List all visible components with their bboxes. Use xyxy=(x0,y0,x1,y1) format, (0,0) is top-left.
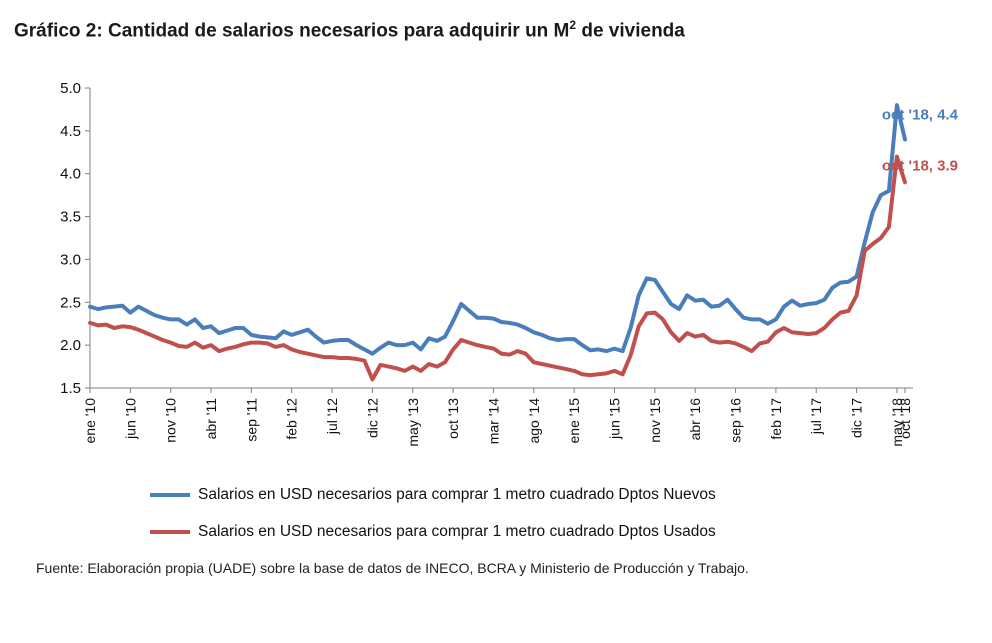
x-tick-label: sep '16 xyxy=(728,398,744,443)
x-tick-label: nov '15 xyxy=(647,398,663,443)
x-tick-label: feb '12 xyxy=(284,398,300,440)
x-tick-label: jul '17 xyxy=(808,398,824,435)
axes xyxy=(89,88,913,389)
annotation-usados: oct '18, 3.9 xyxy=(882,157,958,174)
legend-label-usados: Salarios en USD necesarios para comprar … xyxy=(198,523,716,540)
y-tick-label: 4.5 xyxy=(60,123,81,140)
x-tick-label: nov '10 xyxy=(163,398,179,443)
chart-title-superscript: 2 xyxy=(569,18,577,32)
y-tick-label: 2.0 xyxy=(60,337,81,354)
legend-swatch-usados xyxy=(150,530,190,534)
x-tick-label: sep '11 xyxy=(243,398,259,442)
y-tick-label: 1.5 xyxy=(60,380,81,397)
series-line-usados xyxy=(88,154,907,382)
x-tick-label: ago '14 xyxy=(526,398,542,444)
source-note: Fuente: Elaboración propia (UADE) sobre … xyxy=(36,560,749,576)
chart-title: Gráfico 2: Cantidad de salarios necesari… xyxy=(14,18,685,42)
x-tick-label: jun '15 xyxy=(607,398,623,440)
x-tick-label: ene '15 xyxy=(566,398,582,444)
y-tick-label: 5.0 xyxy=(60,80,81,97)
series-line-nuevos xyxy=(88,103,907,356)
y-tick-label: 4.0 xyxy=(60,166,81,183)
legend-swatch-nuevos xyxy=(150,493,190,497)
y-tick-label: 2.5 xyxy=(60,294,81,311)
x-tick-label: oct '13 xyxy=(445,398,461,439)
legend-item-nuevos: Salarios en USD necesarios para comprar … xyxy=(150,486,716,504)
y-axis-ticks: 5.0 4.5 4.0 3.5 3.0 2.5 2.0 1.5 xyxy=(60,80,90,397)
x-tick-label: may '13 xyxy=(405,398,421,447)
x-tick-label: may '18 xyxy=(889,398,905,447)
x-tick-label: abr '16 xyxy=(687,398,703,441)
y-tick-label: 3.0 xyxy=(60,251,81,268)
legend-item-usados: Salarios en USD necesarios para comprar … xyxy=(150,523,716,541)
x-tick-label: mar '14 xyxy=(485,398,501,444)
legend-label-nuevos: Salarios en USD necesarios para comprar … xyxy=(198,486,716,503)
x-tick-label: dic '17 xyxy=(849,398,865,438)
annotations: oct '18, 4.4 oct '18, 3.9 xyxy=(882,106,959,174)
y-tick-label: 3.5 xyxy=(60,209,81,226)
chart-title-suffix: de vivienda xyxy=(576,20,685,42)
x-tick-label: dic '12 xyxy=(364,398,380,438)
x-tick-label: jun '10 xyxy=(122,398,138,440)
chart-title-text: Gráfico 2: Cantidad de salarios necesari… xyxy=(14,20,570,42)
x-axis-ticks: ene '10 jun '10 nov '10 abr '11 sep '11 feb '… xyxy=(82,388,913,447)
x-tick-label: feb '17 xyxy=(768,398,784,440)
x-tick-label: oct '18 xyxy=(897,398,913,439)
x-tick-label: jul '12 xyxy=(324,398,340,435)
series-lines xyxy=(88,103,907,382)
x-tick-label: ene '10 xyxy=(82,398,98,444)
annotation-nuevos: oct '18, 4.4 xyxy=(882,106,959,123)
x-tick-label: abr '11 xyxy=(203,398,219,440)
